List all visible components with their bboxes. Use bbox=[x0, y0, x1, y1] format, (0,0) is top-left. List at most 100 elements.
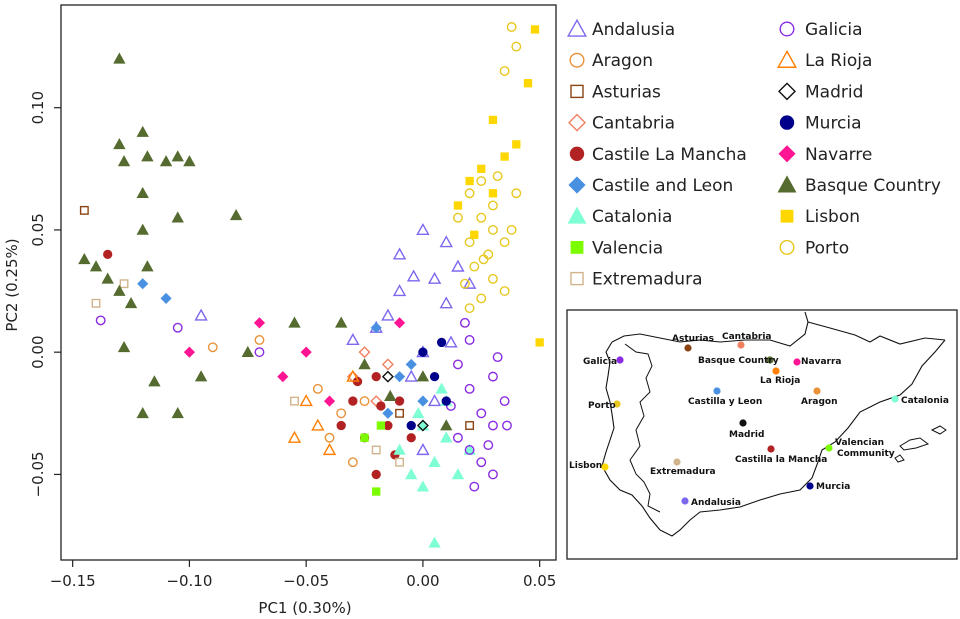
scatter-point-galicia bbox=[445, 401, 456, 411]
scatter-point-navarre bbox=[183, 346, 195, 358]
scatter-point-navarre bbox=[323, 395, 336, 407]
scatter-point-andalusia bbox=[346, 333, 360, 346]
scatter-point-navarre bbox=[277, 371, 289, 383]
scatter-point-andalusia bbox=[404, 369, 418, 382]
legend-label-catalonia: Catalonia bbox=[592, 207, 672, 227]
scatter-point-catalonia bbox=[393, 443, 406, 455]
scatter-point-catalonia bbox=[451, 468, 465, 480]
map-dot-cantabria bbox=[737, 341, 745, 349]
map-label-cantabria: Cantabria bbox=[722, 332, 772, 342]
scatter-point-andalusia bbox=[381, 308, 395, 321]
legend-label-cantabria: Cantabria bbox=[592, 114, 675, 134]
scatter-point-galicia bbox=[488, 371, 498, 382]
scatter-point-basque-country bbox=[229, 208, 243, 221]
scatter-point-aragon bbox=[324, 432, 335, 443]
map-dot-navarra bbox=[793, 358, 801, 366]
map-dot-rioja bbox=[772, 367, 780, 375]
x-tick-label: −0.15 bbox=[50, 572, 96, 590]
scatter-point-galicia bbox=[488, 469, 498, 480]
scatter-point-madrid bbox=[416, 419, 429, 432]
scatter-point-basque-country bbox=[335, 316, 348, 328]
scatter-point-lisbon bbox=[530, 25, 540, 34]
scatter-point-castile-and-leon bbox=[405, 358, 417, 370]
scatter-point-basque-country bbox=[141, 260, 154, 272]
scatter-point-castile-la-mancha bbox=[103, 249, 113, 260]
y-tick-label: 0.00 bbox=[29, 335, 47, 368]
x-axis: −0.15 −0.10 −0.05 0.00 0.05 bbox=[50, 560, 556, 590]
legend-marker-extremadura bbox=[570, 271, 584, 286]
map-label-catalonia: Catalonia bbox=[901, 396, 949, 406]
scatter-point-galicia bbox=[172, 322, 183, 333]
scatter-point-navarre bbox=[300, 346, 312, 358]
legend-label-valencia: Valencia bbox=[592, 238, 663, 258]
scatter-point-castile-la-mancha bbox=[371, 371, 381, 382]
scatter-point-lisbon bbox=[535, 338, 544, 347]
legend-label-aragon: Aragon bbox=[592, 51, 653, 71]
scatter-point-castile-la-mancha bbox=[348, 396, 358, 406]
scatter-point-asturias bbox=[395, 408, 405, 418]
scatter-point-basque-country bbox=[113, 52, 126, 64]
scatter-point-madrid bbox=[381, 370, 394, 383]
scatter-point-navarre bbox=[393, 317, 406, 329]
scatter-point-extremadura bbox=[290, 396, 299, 406]
scatter-point-basque-country bbox=[136, 406, 149, 419]
map-dot-aragon bbox=[813, 387, 821, 395]
scatter-point-porto bbox=[488, 200, 498, 211]
scatter-point-basque-country bbox=[194, 370, 208, 382]
legend-label-extremadura: Extremadura bbox=[592, 270, 703, 290]
scatter-point-aragon bbox=[336, 408, 347, 419]
legend-marker-murcia bbox=[779, 115, 795, 130]
pca-scatter-plot: −0.15 −0.10 −0.05 0.00 0.05 −0.05 0.00 0.05 0.1… bbox=[3, 4, 557, 617]
map-dot-basque bbox=[766, 356, 774, 364]
scatter-point-lisbon bbox=[453, 201, 463, 210]
scatter-point-lisbon bbox=[470, 230, 479, 239]
scatter-point-cantabria bbox=[381, 358, 394, 371]
legend-label-galicia: Galicia bbox=[805, 20, 863, 40]
plot-frame bbox=[60, 4, 557, 561]
balearic-islands bbox=[894, 425, 947, 463]
legend-label-la-rioja: La Rioja bbox=[805, 51, 872, 71]
scatter-point-basque-country bbox=[117, 155, 131, 167]
legend-label-murcia: Murcia bbox=[805, 114, 862, 134]
x-axis-label: PC1 (0.30%) bbox=[258, 599, 351, 617]
scatter-point-andalusia bbox=[451, 259, 465, 272]
scatter-point-lisbon bbox=[488, 189, 498, 198]
map-label-murcia: Murcia bbox=[816, 482, 850, 492]
scatter-point-extremadura bbox=[91, 298, 101, 308]
map-label-andalusia: Andalusia bbox=[691, 498, 741, 508]
map-label-porto: Porto bbox=[588, 401, 616, 411]
scatter-point-lisbon bbox=[512, 140, 521, 149]
scatter-point-galicia bbox=[459, 317, 470, 328]
legend-marker-asturias bbox=[570, 84, 584, 99]
scatter-point-catalonia bbox=[435, 382, 448, 394]
legend-marker-cantabria bbox=[568, 113, 586, 132]
scatter-point-andalusia bbox=[427, 271, 442, 284]
legend-marker-la-rioja bbox=[777, 49, 797, 68]
legend-marker-castile-and-leon bbox=[568, 176, 586, 194]
map-dot-porto bbox=[613, 400, 621, 408]
scatter-point-la-rioja bbox=[299, 394, 313, 407]
scatter-point-porto bbox=[478, 254, 489, 265]
scatter-point-lisbon bbox=[500, 152, 509, 161]
scatter-point-basque-country bbox=[141, 150, 154, 162]
scatter-point-galicia bbox=[488, 420, 498, 431]
scatter-marks bbox=[78, 22, 544, 548]
map-label-castilla-leon: Castilla y Leon bbox=[688, 397, 762, 407]
scatter-point-galicia bbox=[469, 481, 480, 492]
scatter-point-murcia bbox=[436, 337, 447, 348]
scatter-point-castile-and-leon bbox=[160, 292, 172, 304]
scatter-point-andalusia bbox=[392, 284, 407, 297]
map-dot-valencian bbox=[825, 444, 833, 452]
scatter-point-lisbon bbox=[523, 79, 533, 88]
x-tick-label: −0.10 bbox=[166, 572, 212, 590]
scatter-point-galicia bbox=[499, 396, 510, 407]
legend-marker-madrid bbox=[778, 82, 796, 101]
legend-label-asturias: Asturias bbox=[592, 82, 661, 102]
scatter-point-cantabria bbox=[370, 395, 383, 408]
legend-label-castile-la-mancha: Castile La Mancha bbox=[592, 145, 747, 165]
scatter-point-castile-and-leon bbox=[370, 322, 382, 334]
scatter-point-galicia bbox=[464, 445, 475, 455]
scatter-point-la-rioja bbox=[322, 443, 337, 456]
scatter-point-porto bbox=[499, 66, 510, 76]
